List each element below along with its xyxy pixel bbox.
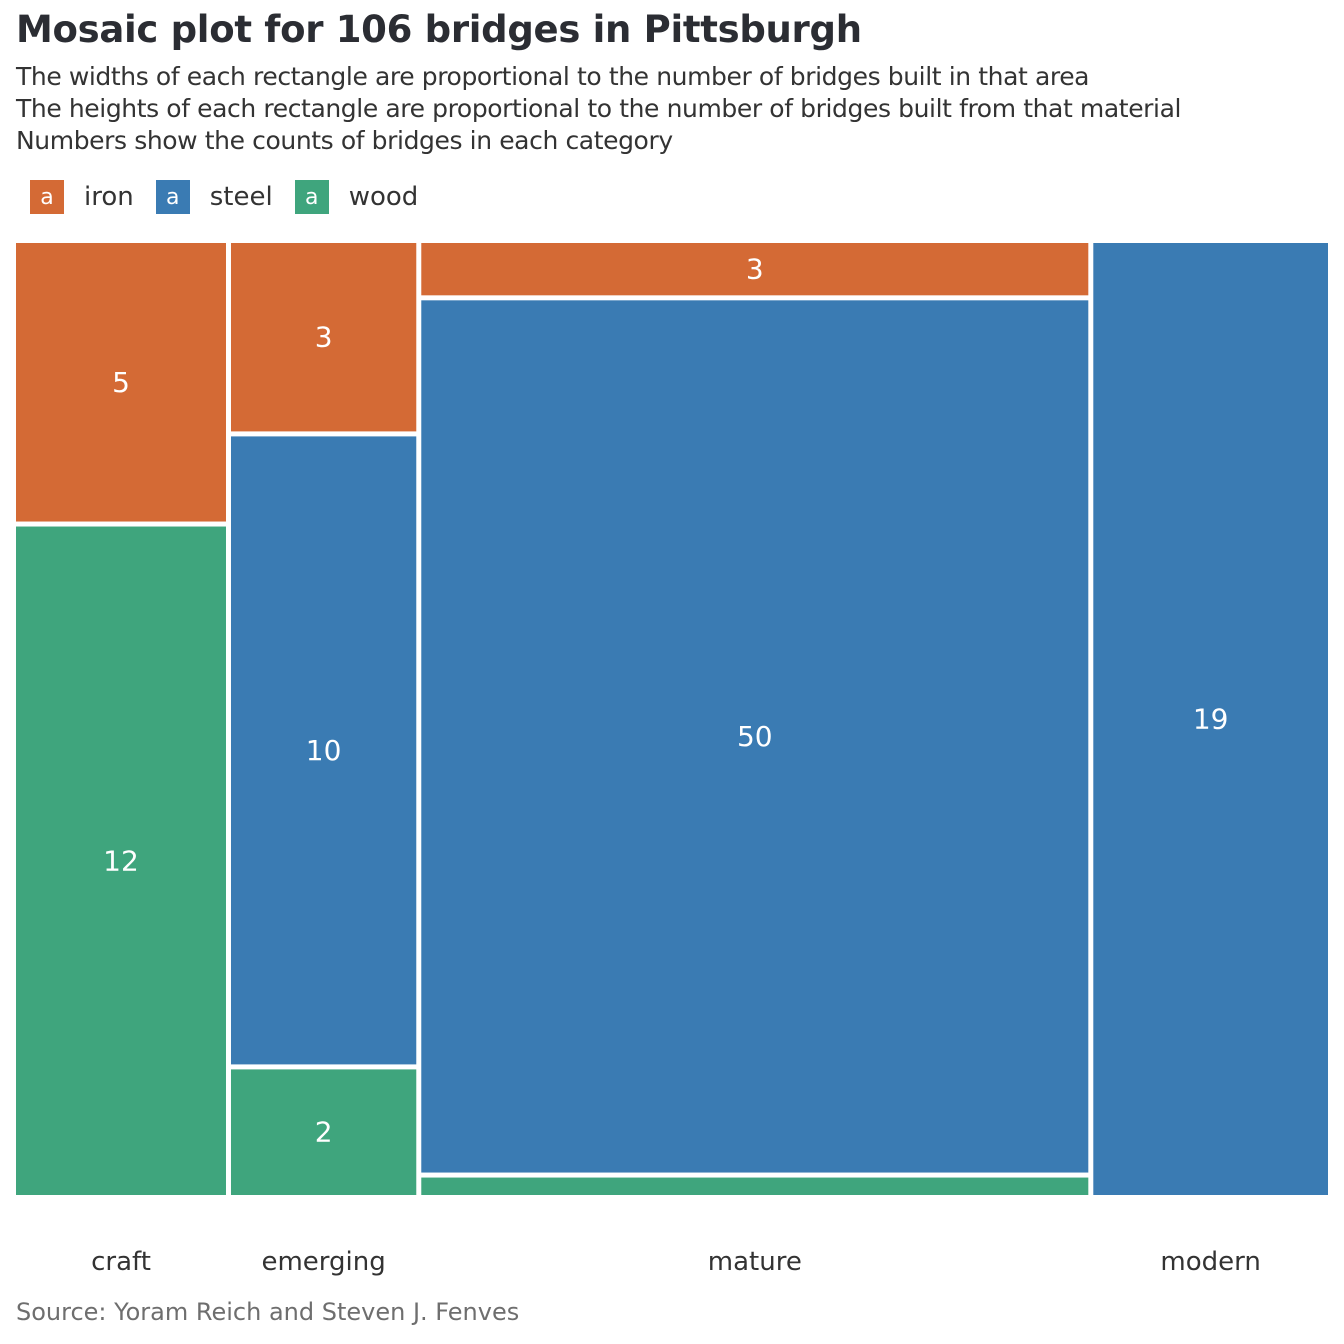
legend: a iron a steel a wood — [30, 180, 440, 214]
legend-item-wood: a wood — [294, 180, 419, 214]
legend-label-wood: wood — [348, 182, 419, 212]
data-label-emerging-steel: 10 — [306, 734, 342, 767]
legend-item-iron: a iron — [30, 180, 134, 214]
subtitle-line-1: The widths of each rectangle are proport… — [16, 62, 1090, 91]
data-label-craft-wood: 12 — [103, 844, 139, 877]
mosaic-cell-craft-iron — [16, 243, 226, 522]
mosaic-cell-mature-wood — [421, 1177, 1089, 1195]
legend-label-iron: iron — [84, 182, 134, 212]
legend-key-wood: a — [294, 180, 329, 214]
mosaic-cell-modern-steel — [1093, 243, 1328, 1195]
x-tick-label-craft: craft — [91, 1247, 151, 1277]
data-label-emerging-iron: 3 — [315, 321, 333, 354]
legend-key-steel: a — [155, 180, 190, 214]
legend-item-steel: a steel — [155, 180, 273, 214]
mosaic-cell-craft-wood — [16, 526, 226, 1195]
mosaic-cell-mature-steel — [421, 300, 1089, 1173]
mosaic-cell-emerging-iron — [230, 243, 417, 432]
data-label-mature-steel: 50 — [737, 720, 773, 753]
mosaic-cell-mature-iron — [421, 243, 1089, 296]
mosaic-cell-emerging-wood — [230, 1069, 417, 1195]
data-label-craft-iron: 5 — [112, 366, 130, 399]
mosaic-cell-emerging-steel — [230, 436, 417, 1065]
x-tick-label-modern: modern — [1160, 1247, 1260, 1277]
subtitle-line-3: Numbers show the counts of bridges in ea… — [16, 126, 673, 155]
x-tick-label-emerging: emerging — [261, 1247, 385, 1277]
subtitle-line-2: The heights of each rectangle are propor… — [16, 94, 1182, 123]
data-label-emerging-wood: 2 — [315, 1116, 333, 1149]
legend-label-steel: steel — [209, 182, 273, 212]
data-label-modern-steel: 19 — [1193, 703, 1229, 736]
data-label-mature-iron: 3 — [746, 253, 764, 286]
x-tick-label-mature: mature — [708, 1247, 802, 1277]
chart-title: Mosaic plot for 106 bridges in Pittsburg… — [16, 8, 862, 51]
legend-key-iron: a — [30, 180, 64, 214]
source-note: Source: Yoram Reich and Steven J. Fenves — [16, 1298, 520, 1326]
